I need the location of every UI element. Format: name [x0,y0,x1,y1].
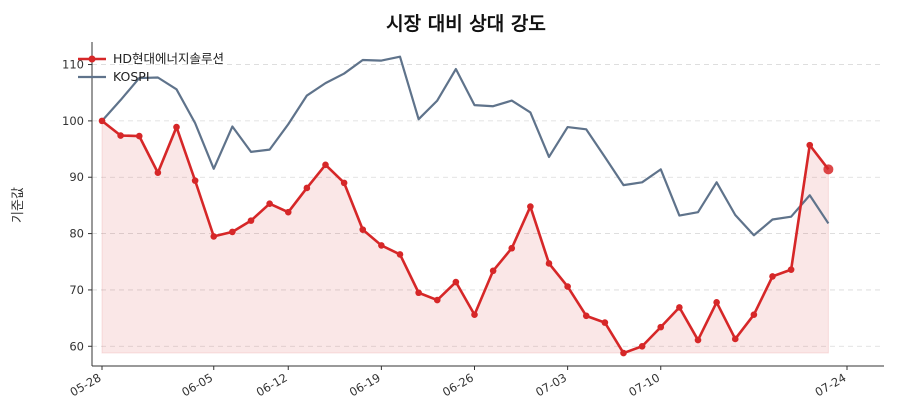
hd-point-07-09 [638,342,646,350]
hd-point-07-18 [769,273,776,280]
hd-point-07-23 [823,164,834,175]
x-tick-label-06-05: 06-05 [179,370,215,399]
y-tick-label-70: 70 [69,283,84,297]
hd-point-06-07 [229,228,236,236]
hd-point-06-03 [173,123,180,131]
y-ticks: 60 70 80 90 100 110 [62,58,92,353]
hd-point-07-15 [713,299,720,306]
x-tick-label-06-19: 06-19 [347,370,383,399]
hd-point-06-24 [433,296,441,304]
hd-point-07-05 [601,319,609,326]
hd-point-06-17 [340,179,348,187]
hd-point-05-31 [154,169,162,177]
x-tick-label-07-03: 07-03 [533,370,569,399]
hd-point-07-16 [731,335,739,343]
axes [91,42,884,367]
legend-marker-hd [88,55,96,63]
y-tick-label-90: 90 [69,170,84,184]
x-tick-label-07-10: 07-10 [626,370,662,399]
hd-point-06-13 [303,184,311,192]
hd-point-07-17 [750,311,758,319]
x-tick-label-06-12: 06-12 [254,370,290,399]
hd-point-06-26 [471,311,478,319]
y-axis-label: 기준값 [11,187,26,223]
y-tick-label-100: 100 [62,114,84,128]
hd-point-05-30 [135,132,143,140]
hd-point-05-29 [117,132,124,139]
hd-point-07-12 [694,336,702,344]
hd-point-06-12 [284,208,292,216]
hd-point-07-04 [582,312,590,320]
y-tick-label-80: 80 [69,227,84,241]
y-tick-label-110: 110 [62,58,84,72]
hd-point-07-03 [564,283,571,290]
hd-point-06-04 [191,177,199,184]
hd-point-06-21 [415,289,422,297]
x-tick-label-07-24: 07-24 [813,370,849,399]
hd-point-07-01 [527,203,534,210]
hd-point-06-11 [266,200,273,208]
hd-line [101,119,830,355]
lines-layer [98,55,834,357]
hd-point-05-28 [98,117,106,125]
hd-point-06-27 [489,267,497,275]
x-tick-label-06-26: 06-26 [440,370,476,399]
hd-point-06-05 [210,233,218,240]
hd-point-07-11 [676,304,683,311]
hd-point-06-18 [359,226,367,233]
hd-point-07-19 [787,266,795,273]
x-ticks: 05-28 06-05 06-12 06-19 06-26 07-03 07-10 07-24 [68,366,849,399]
hd-point-06-28 [508,244,516,252]
hd-point-06-19 [378,242,385,249]
hd-point-07-10 [657,323,665,331]
hd-point-06-14 [322,161,329,169]
hd-point-06-25 [452,278,460,286]
hd-point-07-22 [806,141,814,149]
hd-point-06-10 [247,217,255,224]
hd-point-07-08 [620,349,627,357]
chart-title: 시장 대비 상대 강도 [386,13,546,35]
y-tick-label-60: 60 [69,339,84,353]
legend: HD현대에너지솔루션 KOSPI [78,51,224,84]
x-tick-label-05-28: 05-28 [68,370,104,399]
hd-point-06-20 [396,251,404,258]
legend-label-kospi: KOSPI [113,69,150,84]
kospi-line [101,55,830,237]
hd-point-07-02 [545,260,553,267]
legend-label-hd: HD현대에너지솔루션 [113,51,224,66]
